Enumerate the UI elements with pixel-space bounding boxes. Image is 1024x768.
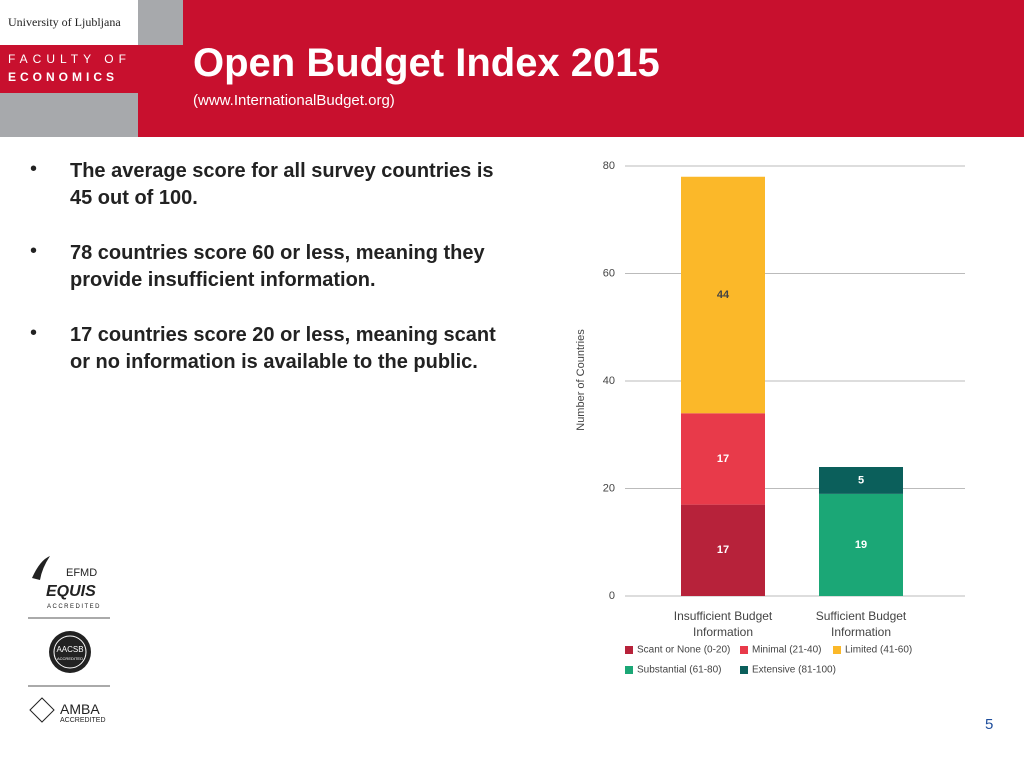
- y-tick-label: 20: [603, 482, 615, 494]
- legend-swatch: [833, 646, 841, 654]
- accredited: ACCREDITED: [60, 717, 106, 724]
- y-tick-label: 0: [609, 590, 615, 602]
- bar-segment: [819, 467, 903, 494]
- accreditation-logos: EFMD EQUIS ACCREDITED AACSB ACCREDITED A…: [28, 556, 110, 724]
- data-label: 5: [858, 474, 864, 486]
- bullet-text: 78 countries score 60 or less, meaning t…: [70, 242, 485, 291]
- chart: Number of Countries 0 20 40 60 80 17 17 44 19 5 Sc…: [560, 150, 980, 690]
- y-axis-label: Number of Countries: [575, 329, 587, 431]
- legend-label: Limited (41-60): [845, 645, 912, 656]
- subtitle: (www.InternationalBudget.org): [193, 92, 395, 109]
- legend-label: Extensive (81-100): [752, 665, 836, 676]
- legend-label: Minimal (21-40): [752, 645, 821, 656]
- bullet-text: The average score for all survey countri…: [70, 160, 494, 209]
- header-square: [138, 0, 183, 45]
- faculty-band: [0, 45, 138, 93]
- chart-svg: Number of Countries 0 20 40 60 80 17 17 44 19 5 Sc…: [575, 160, 965, 676]
- faculty-line: ECONOMICS: [8, 70, 119, 84]
- university-band: [0, 0, 138, 45]
- legend-label: Substantial (61-80): [637, 665, 722, 676]
- accredited: ACCREDITED: [47, 604, 101, 610]
- bullet-dot: •: [30, 158, 38, 180]
- data-label: 17: [717, 544, 729, 556]
- y-tick-label: 40: [603, 375, 615, 387]
- header-band: [138, 45, 1024, 137]
- amba: AMBA: [60, 701, 100, 717]
- university-name: University of Ljubljana: [8, 15, 121, 29]
- data-label: 44: [717, 289, 730, 301]
- data-label: 17: [717, 453, 729, 465]
- faculty-line: FACULTY OF: [8, 52, 131, 66]
- x-tick-label: Sufficient Budget Information: [815, 609, 907, 639]
- header-band: [183, 0, 1024, 45]
- bar-segment: [681, 176, 765, 414]
- legend-swatch: [625, 646, 633, 654]
- bar-segment: [681, 504, 765, 596]
- data-label: 19: [855, 539, 867, 551]
- bar-segment: [819, 493, 903, 596]
- legend-swatch: [740, 646, 748, 654]
- equis: EQUIS: [46, 583, 96, 600]
- bullet-text: 17 countries score 20 or less, meaning s…: [70, 324, 496, 373]
- bullet-dot: •: [30, 240, 38, 262]
- accredited: ACCREDITED: [57, 656, 83, 661]
- legend-label: Scant or None (0-20): [637, 645, 730, 656]
- aacsb: AACSB: [56, 645, 83, 654]
- efmd: EFMD: [66, 567, 97, 579]
- legend-swatch: [740, 666, 748, 674]
- title: Open Budget Index 2015: [193, 41, 660, 85]
- x-tick-label: Insufficient Budget Information: [673, 609, 773, 639]
- bar-segment: [681, 413, 765, 505]
- page-number: 5: [985, 716, 994, 733]
- bullet-dot: •: [30, 322, 38, 344]
- y-tick-label: 80: [603, 160, 615, 172]
- y-tick-label: 60: [603, 267, 615, 279]
- legend-swatch: [625, 666, 633, 674]
